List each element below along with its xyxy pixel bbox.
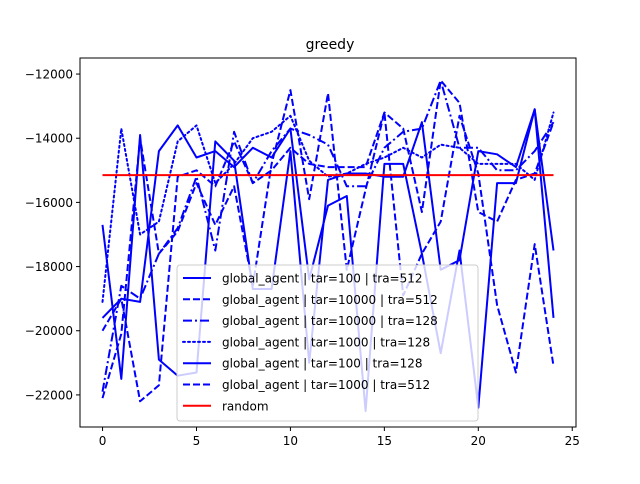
x-axis: 0 5 10 15 20 25 bbox=[99, 427, 580, 448]
legend-label: global_agent | tar=1000 | tra=512 bbox=[222, 378, 430, 392]
legend-label: global_agent | tar=10000 | tra=128 bbox=[222, 314, 438, 328]
legend-label: global_agent | tar=10000 | tra=512 bbox=[222, 293, 438, 307]
y-tick-label: −12000 bbox=[25, 68, 73, 82]
x-tick-label: 20 bbox=[471, 434, 486, 448]
legend: global_agent | tar=100 | tra=512 global_a… bbox=[176, 264, 479, 422]
y-tick-label: −20000 bbox=[25, 324, 73, 338]
series-line-2 bbox=[101, 79, 555, 392]
legend-box bbox=[176, 264, 479, 422]
legend-label: global_agent | tar=1000 | tra=128 bbox=[222, 335, 430, 349]
y-tick-label: −14000 bbox=[25, 132, 73, 146]
x-tick-label: 10 bbox=[283, 434, 298, 448]
legend-label: global_agent | tar=100 | tra=512 bbox=[222, 272, 423, 286]
plot-frame bbox=[79, 57, 577, 428]
y-axis: −22000 −20000 −18000 −16000 −14000 −12000 bbox=[25, 68, 80, 402]
x-tick-label: 5 bbox=[193, 434, 201, 448]
series-line-5 bbox=[101, 89, 555, 399]
series-line-1 bbox=[101, 79, 555, 403]
legend-label: random bbox=[222, 399, 269, 413]
y-tick-label: −18000 bbox=[25, 260, 73, 274]
x-tick-label: 15 bbox=[377, 434, 392, 448]
x-tick-label: 25 bbox=[565, 434, 580, 448]
legend-label: global_agent | tar=100 | tra=128 bbox=[222, 357, 423, 371]
chart-title: greedy bbox=[306, 37, 355, 53]
series-line-3 bbox=[101, 111, 555, 303]
y-tick-label: −16000 bbox=[25, 196, 73, 210]
y-tick-label: −22000 bbox=[25, 388, 73, 402]
x-tick-label: 0 bbox=[99, 434, 107, 448]
